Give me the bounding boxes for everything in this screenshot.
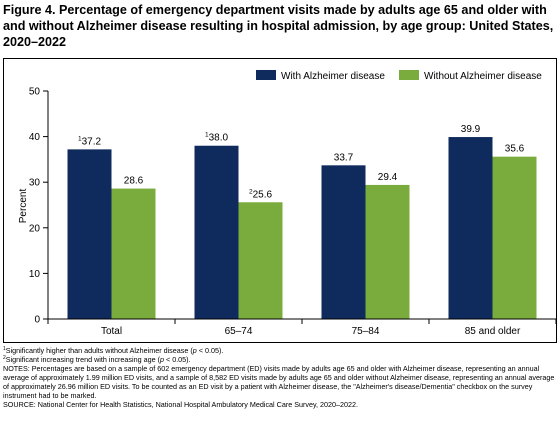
data-label: 225.6 — [249, 188, 273, 200]
figure-title: Figure 4. Percentage of emergency depart… — [3, 3, 554, 49]
x-axis: Total 65–74 75–84 85 and older — [47, 318, 556, 337]
footnote-marker: 1 — [78, 135, 82, 142]
data-label-value: 25.6 — [253, 189, 273, 200]
data-label: 28.6 — [124, 176, 144, 187]
y-tick-label: 30 — [29, 178, 41, 189]
y-axis: 0 10 20 30 40 50 — [29, 87, 49, 326]
data-label: 137.2 — [78, 135, 102, 147]
notes-text: NOTES: Percentages are based on a sample… — [3, 364, 555, 400]
x-tick-label: 85 and older — [465, 326, 521, 337]
data-label: 138.0 — [205, 132, 229, 144]
footnotes: 1Significantly higher than adults withou… — [3, 346, 559, 409]
source-text: SOURCE: National Center for Health Stati… — [3, 400, 359, 409]
footnote-2-p: p — [160, 355, 164, 364]
footnote-1-end: < 0.05). — [196, 346, 224, 355]
y-tick-label: 50 — [29, 87, 41, 98]
footnote-2-text: Significant increasing trend with increa… — [5, 355, 160, 364]
y-tick-label: 40 — [29, 132, 41, 143]
legend: With Alzheimer disease Without Alzheimer … — [256, 70, 542, 82]
data-label: 33.7 — [334, 152, 354, 163]
bar-with-alzheimer — [448, 137, 493, 319]
bar-without-alzheimer — [111, 188, 156, 319]
data-label: 35.6 — [505, 144, 525, 155]
data-label-value: 39.9 — [461, 124, 481, 135]
data-label-value: 29.4 — [378, 172, 398, 183]
bar-with-alzheimer — [194, 145, 239, 319]
data-label-value: 38.0 — [209, 133, 229, 144]
x-tick-label: Total — [101, 326, 122, 337]
footnote-marker: 2 — [249, 188, 253, 195]
footnote-1-p: p — [192, 346, 197, 355]
footnote-1-marker: 1 — [3, 346, 6, 352]
legend-swatch — [399, 70, 419, 80]
data-label: 29.4 — [378, 172, 398, 183]
data-label-value: 33.7 — [334, 152, 354, 163]
footnote-marker: 1 — [205, 132, 209, 139]
footnote-2: 2Significant increasing trend with incre… — [3, 355, 559, 364]
legend-label: Without Alzheimer disease — [424, 71, 542, 82]
bar-without-alzheimer — [238, 202, 283, 319]
bar-without-alzheimer — [492, 156, 537, 319]
y-axis-title: Percent — [18, 189, 29, 224]
data-label-value: 35.6 — [505, 144, 525, 155]
bar-with-alzheimer — [321, 165, 366, 319]
bar-with-alzheimer — [67, 149, 112, 319]
legend-label: With Alzheimer disease — [281, 71, 385, 82]
bars — [67, 137, 537, 319]
bar-without-alzheimer — [365, 184, 410, 319]
y-tick-label: 0 — [34, 315, 40, 326]
data-label-value: 37.2 — [82, 136, 102, 147]
data-label-value: 28.6 — [124, 176, 144, 187]
footnote-1: 1Significantly higher than adults withou… — [3, 346, 559, 355]
y-tick-label: 10 — [29, 269, 41, 280]
chart-frame: 0 10 20 30 40 50 137.2 28.6 138.0 225.6 33.7 29.4 3… — [3, 58, 557, 343]
x-tick-label: 65–74 — [225, 326, 253, 337]
x-tick-label: 75–84 — [352, 326, 380, 337]
y-tick-label: 20 — [29, 223, 41, 234]
footnote-2-marker: 2 — [3, 355, 6, 361]
footnote-1-text: Significantly higher than adults without… — [5, 346, 193, 355]
data-label: 39.9 — [461, 124, 481, 135]
legend-swatch — [256, 70, 276, 80]
footnote-2-end: < 0.05). — [164, 355, 191, 364]
